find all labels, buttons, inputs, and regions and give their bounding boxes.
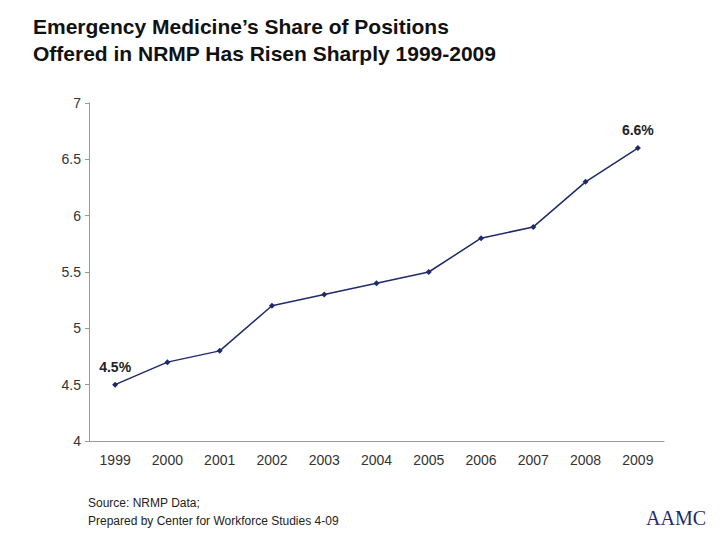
svg-text:2003: 2003 (309, 452, 340, 468)
svg-text:2004: 2004 (361, 452, 392, 468)
svg-text:4.5%: 4.5% (99, 359, 131, 375)
svg-text:2000: 2000 (152, 452, 183, 468)
svg-text:2008: 2008 (570, 452, 601, 468)
svg-text:4: 4 (73, 433, 81, 449)
svg-text:7: 7 (73, 95, 81, 111)
svg-text:2001: 2001 (204, 452, 235, 468)
svg-text:5.5: 5.5 (62, 264, 82, 280)
svg-text:2009: 2009 (622, 452, 653, 468)
svg-text:6: 6 (73, 208, 81, 224)
svg-text:5: 5 (73, 320, 81, 336)
svg-text:AAMC: AAMC (646, 507, 706, 529)
svg-text:1999: 1999 (100, 452, 131, 468)
svg-text:2005: 2005 (413, 452, 444, 468)
svg-text:6.6%: 6.6% (622, 122, 654, 138)
svg-text:6.5: 6.5 (62, 151, 82, 167)
svg-text:Offered in NRMP Has Risen Shar: Offered in NRMP Has Risen Sharply 1999-2… (33, 42, 496, 65)
svg-text:2006: 2006 (465, 452, 496, 468)
svg-text:4.5: 4.5 (62, 377, 82, 393)
svg-text:Prepared by Center for Workfor: Prepared by Center for Workforce Studies… (88, 514, 339, 528)
svg-text:2007: 2007 (518, 452, 549, 468)
svg-text:2002: 2002 (256, 452, 287, 468)
svg-text:Emergency Medicine’s Share of: Emergency Medicine’s Share of Positions (33, 15, 449, 38)
svg-text:Source: NRMP Data;: Source: NRMP Data; (88, 496, 200, 510)
